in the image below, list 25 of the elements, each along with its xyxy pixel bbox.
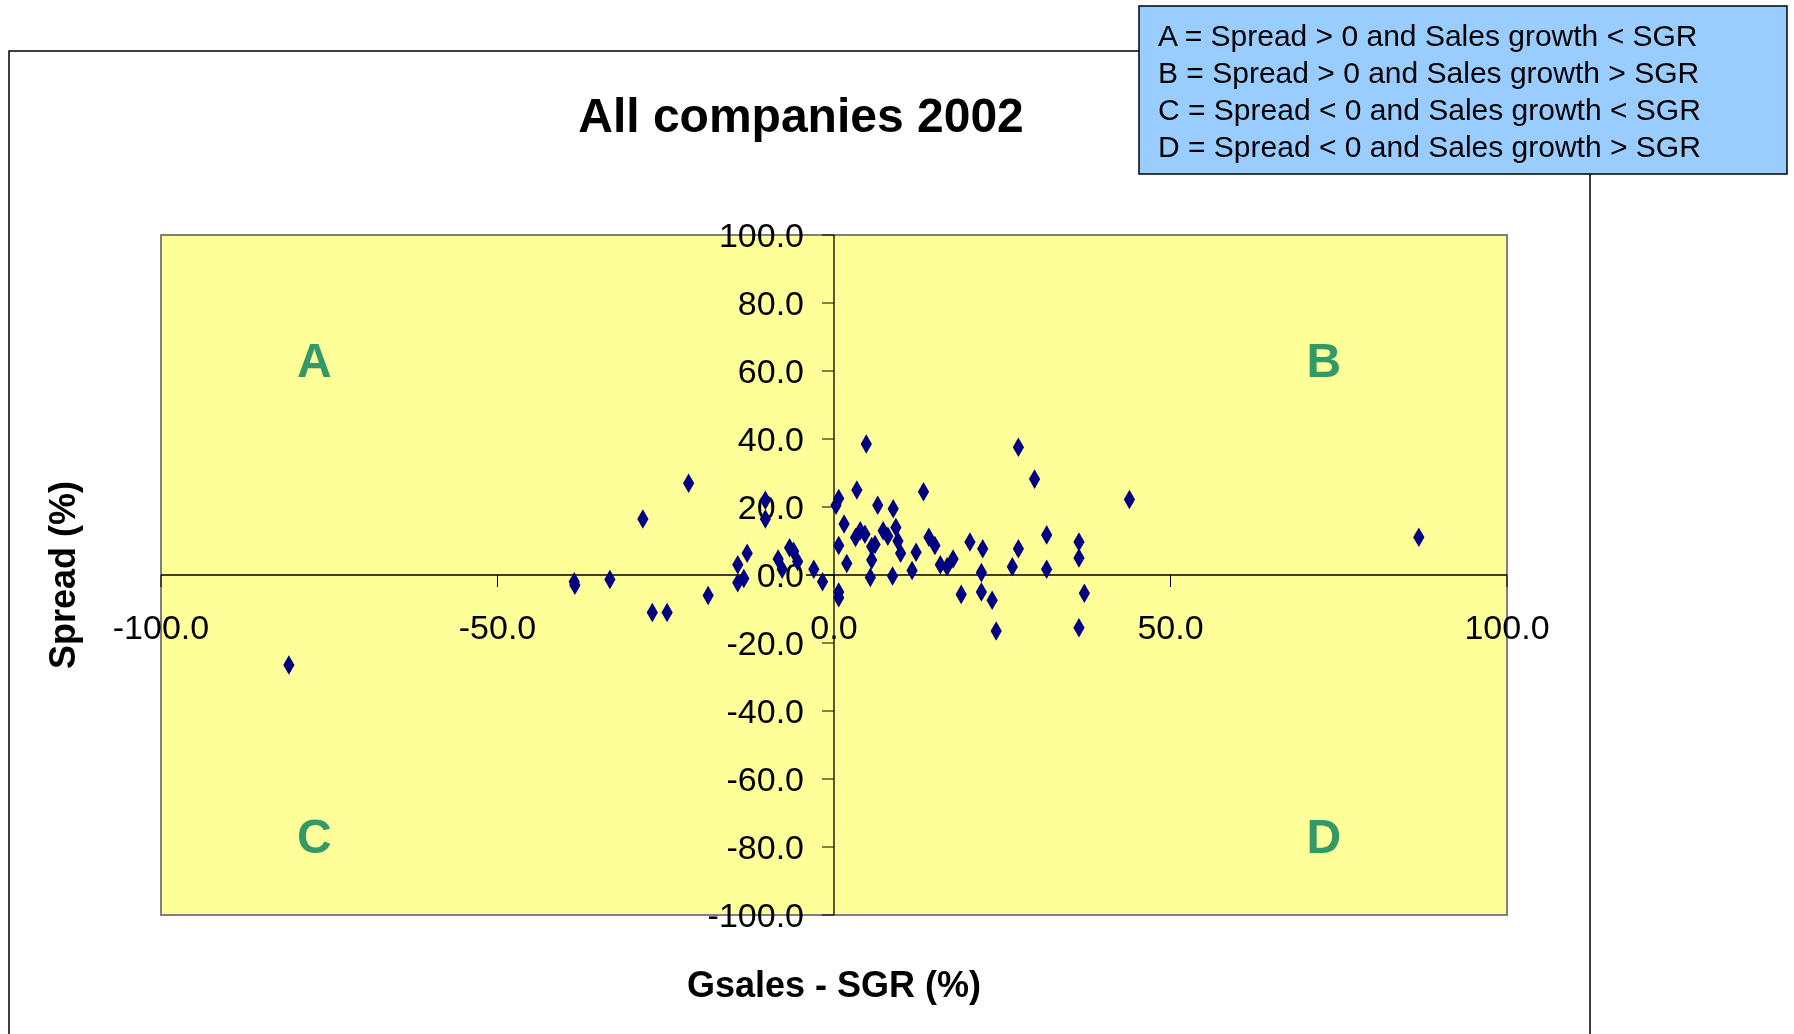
y-tick-label: 40.0 bbox=[737, 420, 804, 458]
chart-title: All companies 2002 bbox=[578, 89, 1024, 142]
x-tick-label: 100.0 bbox=[1464, 608, 1550, 646]
x-tick-label: -50.0 bbox=[458, 608, 537, 646]
x-tick-label: -100.0 bbox=[112, 608, 210, 646]
annotation: D bbox=[1306, 810, 1342, 864]
y-tick-label: 0.0 bbox=[756, 556, 804, 594]
y-tick-label: -40.0 bbox=[726, 692, 804, 730]
text: B = Spread > 0 and Sales growth > SGR bbox=[1158, 56, 1700, 89]
annotation: B bbox=[1306, 334, 1342, 388]
y-tick-label: -20.0 bbox=[726, 624, 804, 662]
x-axis-title: Gsales - SGR (%) bbox=[686, 964, 982, 1005]
text: A = Spread > 0 and Sales growth < SGR bbox=[1158, 19, 1698, 52]
y-tick-label: 60.0 bbox=[737, 352, 804, 390]
annotation: C bbox=[297, 810, 332, 864]
y-axis-title: Spread (%) bbox=[42, 480, 83, 670]
y-tick-label: -100.0 bbox=[707, 896, 804, 934]
y-tick-label: 100.0 bbox=[718, 216, 804, 254]
text: D = Spread < 0 and Sales growth > SGR bbox=[1158, 130, 1701, 163]
x-tick-label: 50.0 bbox=[1137, 608, 1204, 646]
text: C = Spread < 0 and Sales growth < SGR bbox=[1158, 93, 1701, 126]
annotation: A bbox=[297, 334, 332, 388]
y-tick-label: -80.0 bbox=[726, 828, 804, 866]
y-tick-label: 80.0 bbox=[737, 284, 804, 322]
y-tick-label: -60.0 bbox=[726, 760, 804, 798]
